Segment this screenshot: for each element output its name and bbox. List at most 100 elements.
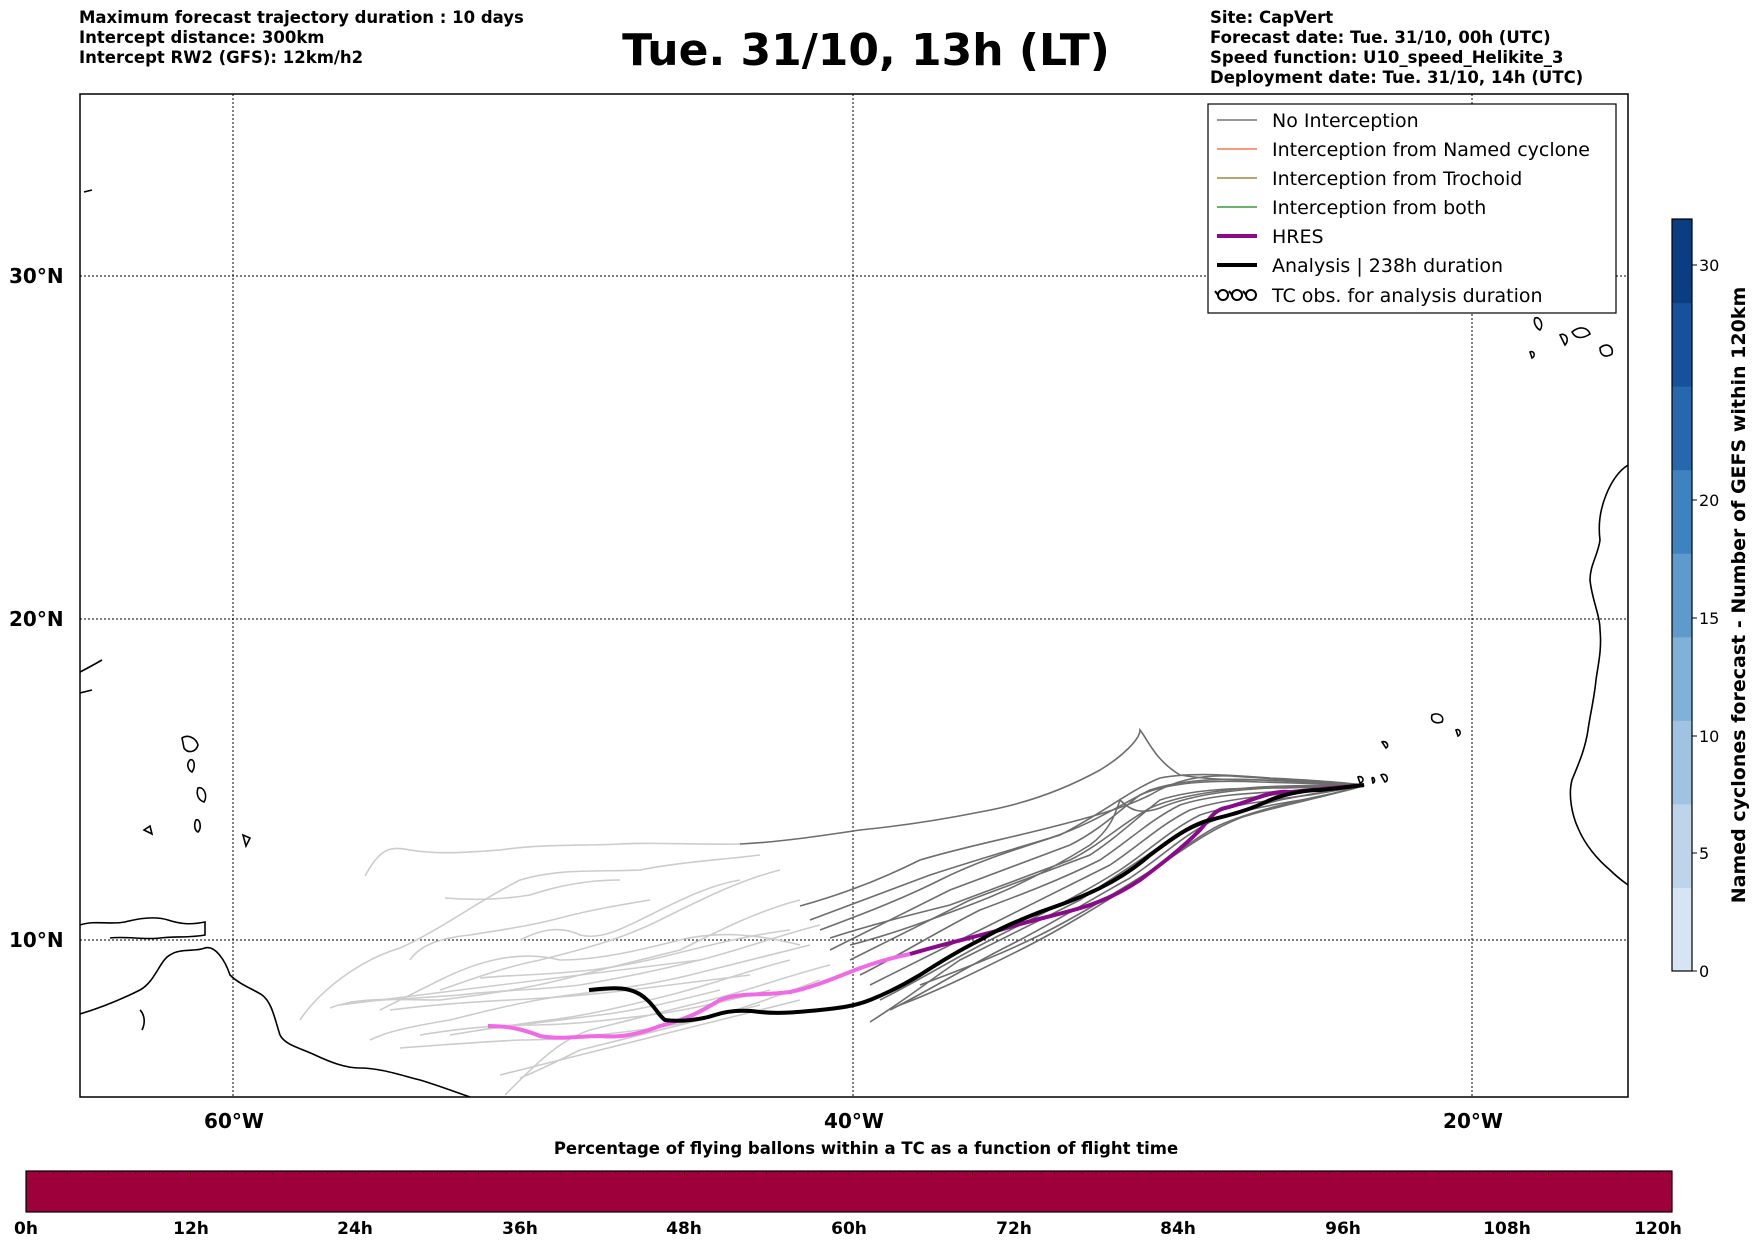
coastline-canary-5 <box>1529 350 1535 360</box>
colorbar-bottom-tick-96h: 96h <box>1325 1219 1361 1239</box>
colorbar-bottom-tick-108h: 108h <box>1483 1219 1531 1239</box>
colorbar-right-tick-30: 30 <box>1699 256 1719 275</box>
header-left-line-2: Intercept distance: 300km <box>79 28 325 47</box>
coastline-canary-3 <box>1571 327 1591 339</box>
colorbar-bottom-tick-24h: 24h <box>337 1219 373 1239</box>
trajectory-late-11 <box>829 784 1365 939</box>
colorbar-bottom-tick-60h: 60h <box>831 1219 867 1239</box>
colorbar-bottom-tick-72h: 72h <box>996 1219 1032 1239</box>
trajectory-late-12 <box>809 778 1365 921</box>
colorbar-bottom-tick-48h: 48h <box>666 1219 702 1239</box>
lat-label-10n: 10°N <box>9 928 64 952</box>
header-right-line-3: Speed function: U10_speed_Helikite_3 <box>1210 48 1564 67</box>
legend-box <box>1207 103 1617 314</box>
map-title: Tue. 31/10, 13h (LT) <box>622 25 1110 76</box>
colorbar-right-segment <box>1672 636 1692 721</box>
coastline-island-9 <box>241 833 252 849</box>
trajectory-early-3 <box>439 869 781 991</box>
trajectory-early-5 <box>349 924 821 1003</box>
coastline-cape-verde-3 <box>1380 740 1389 750</box>
legend-label-trochoid: Interception from Trochoid <box>1272 168 1522 190</box>
legend-label-tc-obs: TC obs. for analysis duration <box>1271 285 1543 307</box>
lon-label-60w: 60°W <box>204 1109 264 1133</box>
lat-label-20n: 20°N <box>9 607 64 631</box>
colorbar-right-tick-0: 0 <box>1699 962 1709 981</box>
legend-label-analysis: Analysis | 238h duration <box>1272 255 1503 277</box>
coastline-island-10 <box>83 189 93 193</box>
coastline-africa <box>1569 464 1628 886</box>
header-right-line-4: Deployment date: Tue. 31/10, 14h (UTC) <box>1210 68 1584 87</box>
header-right: Site: CapVert Forecast date: Tue. 31/10,… <box>1210 8 1583 88</box>
trajectory-early-12 <box>389 974 751 1011</box>
colorbar-bottom-tick-84h: 84h <box>1160 1219 1196 1239</box>
trajectory-early-4 <box>329 899 801 1009</box>
colorbar-bottom-tick-0h: 0h <box>14 1219 38 1239</box>
header-left: Maximum forecast trajectory duration : 1… <box>79 8 524 68</box>
trajectory-early-6 <box>369 944 811 1041</box>
trajectory-late-14 <box>849 784 1365 946</box>
coastline-cape-verde-4 <box>1379 773 1389 784</box>
trajectory-early-20 <box>479 929 791 979</box>
coastline-canary-1 <box>1533 316 1543 332</box>
lon-label-40w: 40°W <box>824 1109 884 1133</box>
colorbar-right-frame <box>1671 218 1693 972</box>
coastline-canary-4 <box>1599 344 1614 357</box>
coastline-island-2 <box>80 689 93 694</box>
colorbar-right-segment <box>1672 219 1692 304</box>
colorbar-right-tick-15: 15 <box>1699 609 1719 628</box>
coastline-cape-verde-6 <box>1371 776 1376 785</box>
trajectory-early-13 <box>339 959 701 1006</box>
colorbar-right-segment <box>1672 302 1692 387</box>
colorbar-bottom-tick-12h: 12h <box>173 1219 209 1239</box>
coastline-island-4 <box>187 758 195 774</box>
trajectory-late-3 <box>819 773 1365 931</box>
colorbar-bottom-bar <box>25 1170 1673 1213</box>
coastline-cape-verde-5 <box>1357 775 1364 785</box>
colorbar-right-tick-20: 20 <box>1699 491 1719 510</box>
colorbar-bottom-ticks: 0h 12h 24h 36h 48h 60h 72h 84h 96h 108h … <box>14 1219 1682 1239</box>
colorbar-right-label: Named cyclones forecast - Number of GEFS… <box>1728 287 1750 904</box>
legend-label-no-interception: No Interception <box>1272 110 1419 132</box>
trajectory-early-14 <box>479 989 721 1031</box>
coastline-island-8 <box>139 1009 145 1031</box>
colorbar-right-segment <box>1672 553 1692 638</box>
coastline-island-1 <box>80 659 103 673</box>
trajectory-early-19 <box>519 879 741 941</box>
coastline-island-6 <box>193 818 201 833</box>
coastline-island-7 <box>142 824 154 836</box>
trajectory-early-18 <box>444 879 621 901</box>
coastline-caribbean <box>80 917 206 940</box>
colorbar-bottom-tick-120h: 120h <box>1634 1219 1682 1239</box>
coastline-cape-verde-2 <box>1455 728 1461 738</box>
colorbar-right-segment <box>1672 386 1692 471</box>
analysis-trajectory <box>588 783 1365 1023</box>
header-left-line-1: Maximum forecast trajectory duration : 1… <box>79 8 524 27</box>
hres-trajectory-early <box>487 952 911 1040</box>
legend-label-both: Interception from both <box>1272 197 1486 219</box>
trajectory-late-15 <box>919 784 1365 986</box>
header-right-line-2: Forecast date: Tue. 31/10, 00h (UTC) <box>1210 28 1551 47</box>
trajectory-early-1 <box>364 842 741 877</box>
lat-label-30n: 30°N <box>9 264 64 288</box>
coastline-island-5 <box>196 786 207 803</box>
coastline-island-3 <box>181 735 199 753</box>
trajectory-early-17 <box>409 899 651 961</box>
colorbar-right-segment <box>1672 469 1692 554</box>
trajectory-late-4 <box>829 780 1365 951</box>
lon-label-20w: 20°W <box>1443 1109 1503 1133</box>
map-frame <box>79 93 1629 1098</box>
colorbar-right-segment <box>1672 887 1692 972</box>
colorbar-bottom-divisions <box>39 1171 1659 1176</box>
coastline-cape-verde-1 <box>1430 713 1444 724</box>
colorbar-right-segments <box>1672 219 1692 972</box>
colorbar-right-segment <box>1672 803 1692 888</box>
tc-obs-icon <box>1214 289 1257 301</box>
colorbar-bottom-title: Percentage of flying ballons within a TC… <box>554 1139 1178 1158</box>
legend-label-named-cyclone: Interception from Named cyclone <box>1272 139 1590 161</box>
colorbar-right-tick-5: 5 <box>1699 844 1709 863</box>
trajectory-early-2 <box>299 854 761 1021</box>
colorbar-right-tick-10: 10 <box>1699 727 1719 746</box>
colorbar-bottom: Percentage of flying ballons within a TC… <box>14 1139 1682 1239</box>
colorbar-right-segment <box>1672 720 1692 805</box>
